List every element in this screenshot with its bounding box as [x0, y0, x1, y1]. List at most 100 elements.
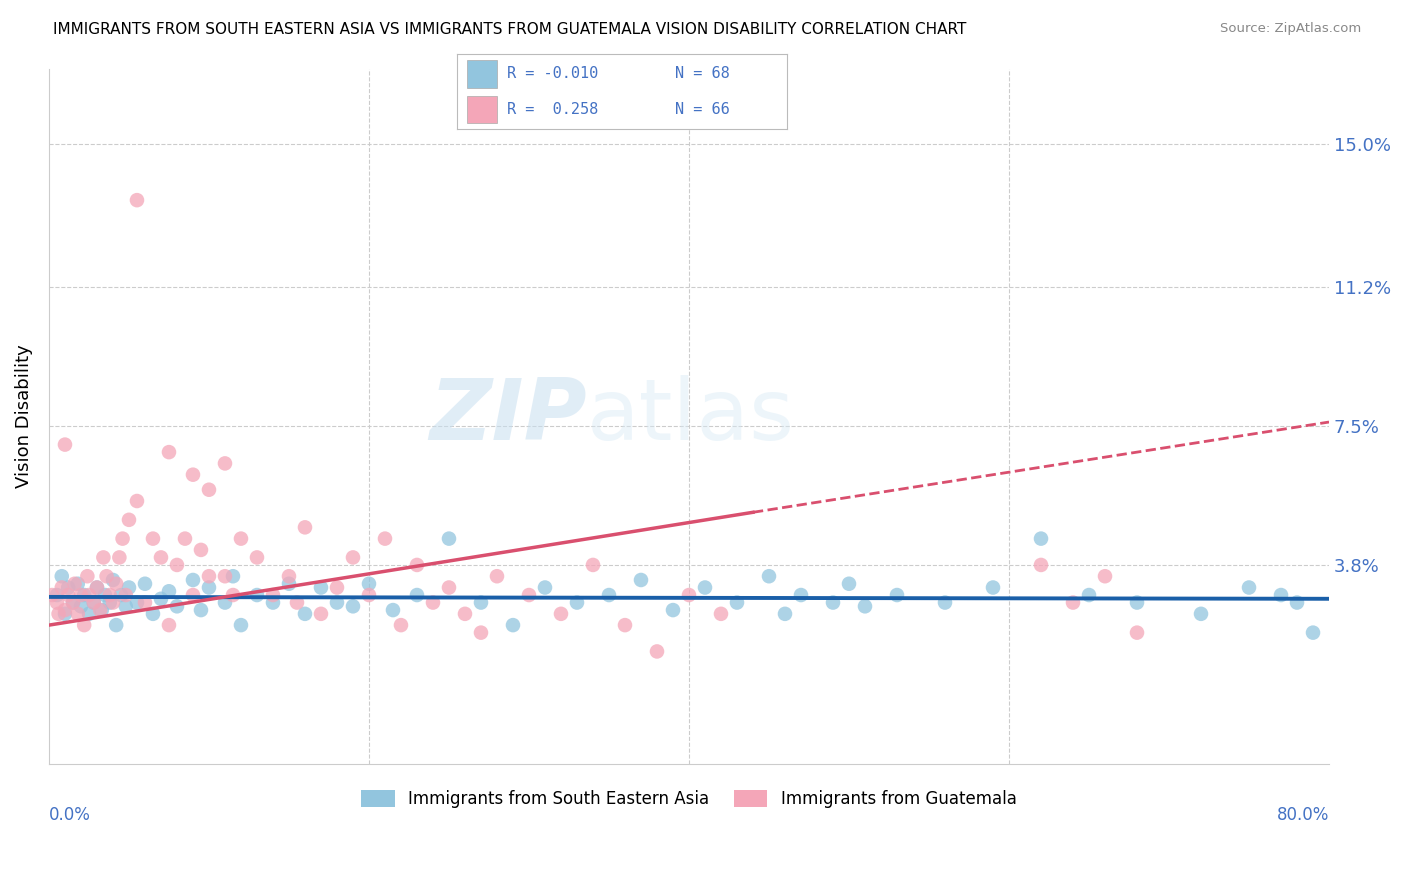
Point	[1302, 625, 1324, 640]
Point	[246, 550, 269, 565]
Point	[157, 584, 180, 599]
Point	[53, 603, 76, 617]
Point	[181, 467, 204, 482]
Point	[981, 581, 1004, 595]
FancyBboxPatch shape	[467, 96, 496, 123]
Point	[222, 569, 245, 583]
Point	[1126, 596, 1149, 610]
Point	[101, 573, 124, 587]
Point	[357, 588, 380, 602]
Point	[790, 588, 813, 602]
Text: R = -0.010: R = -0.010	[506, 66, 598, 81]
Point	[630, 573, 652, 587]
Point	[73, 588, 96, 602]
Point	[98, 588, 121, 602]
Text: 80.0%: 80.0%	[1277, 806, 1329, 824]
Point	[710, 607, 733, 621]
Point	[309, 607, 332, 621]
Point	[86, 581, 108, 595]
Point	[166, 558, 188, 572]
Point	[46, 588, 69, 602]
Text: atlas: atlas	[586, 375, 794, 458]
Text: N = 66: N = 66	[675, 102, 730, 117]
Point	[48, 607, 70, 621]
Point	[105, 576, 128, 591]
Point	[246, 588, 269, 602]
Text: N = 68: N = 68	[675, 66, 730, 81]
Point	[502, 618, 524, 632]
Point	[125, 494, 148, 508]
Point	[66, 607, 89, 621]
Point	[76, 569, 98, 583]
Point	[86, 581, 108, 595]
Point	[262, 596, 284, 610]
Point	[342, 550, 364, 565]
Point	[198, 581, 221, 595]
Point	[422, 596, 444, 610]
Point	[198, 483, 221, 497]
Point	[773, 607, 796, 621]
Point	[1189, 607, 1212, 621]
Point	[94, 588, 117, 602]
Point	[262, 588, 284, 602]
Point	[294, 520, 316, 534]
Point	[565, 596, 588, 610]
Point	[678, 588, 700, 602]
Point	[73, 618, 96, 632]
Point	[214, 457, 236, 471]
Text: 0.0%: 0.0%	[49, 806, 91, 824]
Point	[149, 550, 172, 565]
Point	[53, 437, 76, 451]
Point	[110, 588, 132, 602]
Point	[853, 599, 876, 614]
Point	[114, 599, 136, 614]
Point	[662, 603, 685, 617]
Point	[70, 588, 93, 602]
Point	[614, 618, 637, 632]
Point	[83, 596, 105, 610]
Point	[90, 603, 112, 617]
Point	[342, 599, 364, 614]
Point	[77, 607, 100, 621]
Point	[278, 569, 301, 583]
Point	[886, 588, 908, 602]
Point	[838, 576, 860, 591]
Legend: Immigrants from South Eastern Asia, Immigrants from Guatemala: Immigrants from South Eastern Asia, Immi…	[354, 783, 1024, 815]
Point	[285, 596, 308, 610]
Point	[1285, 596, 1308, 610]
Point	[406, 558, 429, 572]
Point	[70, 599, 93, 614]
Point	[1237, 581, 1260, 595]
Point	[582, 558, 605, 572]
Point	[111, 532, 134, 546]
Point	[485, 569, 508, 583]
Point	[51, 581, 73, 595]
Point	[63, 576, 86, 591]
Point	[1094, 569, 1116, 583]
Point	[157, 445, 180, 459]
Point	[1029, 532, 1052, 546]
Point	[357, 576, 380, 591]
Point	[142, 607, 165, 621]
Point	[693, 581, 716, 595]
Point	[93, 550, 115, 565]
Text: ZIP: ZIP	[429, 375, 586, 458]
Text: Source: ZipAtlas.com: Source: ZipAtlas.com	[1220, 22, 1361, 36]
Point	[1029, 558, 1052, 572]
Point	[389, 618, 412, 632]
Point	[406, 588, 429, 602]
Point	[101, 596, 124, 610]
FancyBboxPatch shape	[467, 61, 496, 87]
Point	[96, 569, 118, 583]
Point	[517, 588, 540, 602]
Point	[105, 618, 128, 632]
Point	[174, 532, 197, 546]
Point	[326, 596, 349, 610]
Point	[382, 603, 405, 617]
Point	[278, 576, 301, 591]
Point	[374, 532, 396, 546]
Point	[454, 607, 477, 621]
Point	[229, 532, 252, 546]
Point	[309, 581, 332, 595]
Point	[470, 596, 492, 610]
